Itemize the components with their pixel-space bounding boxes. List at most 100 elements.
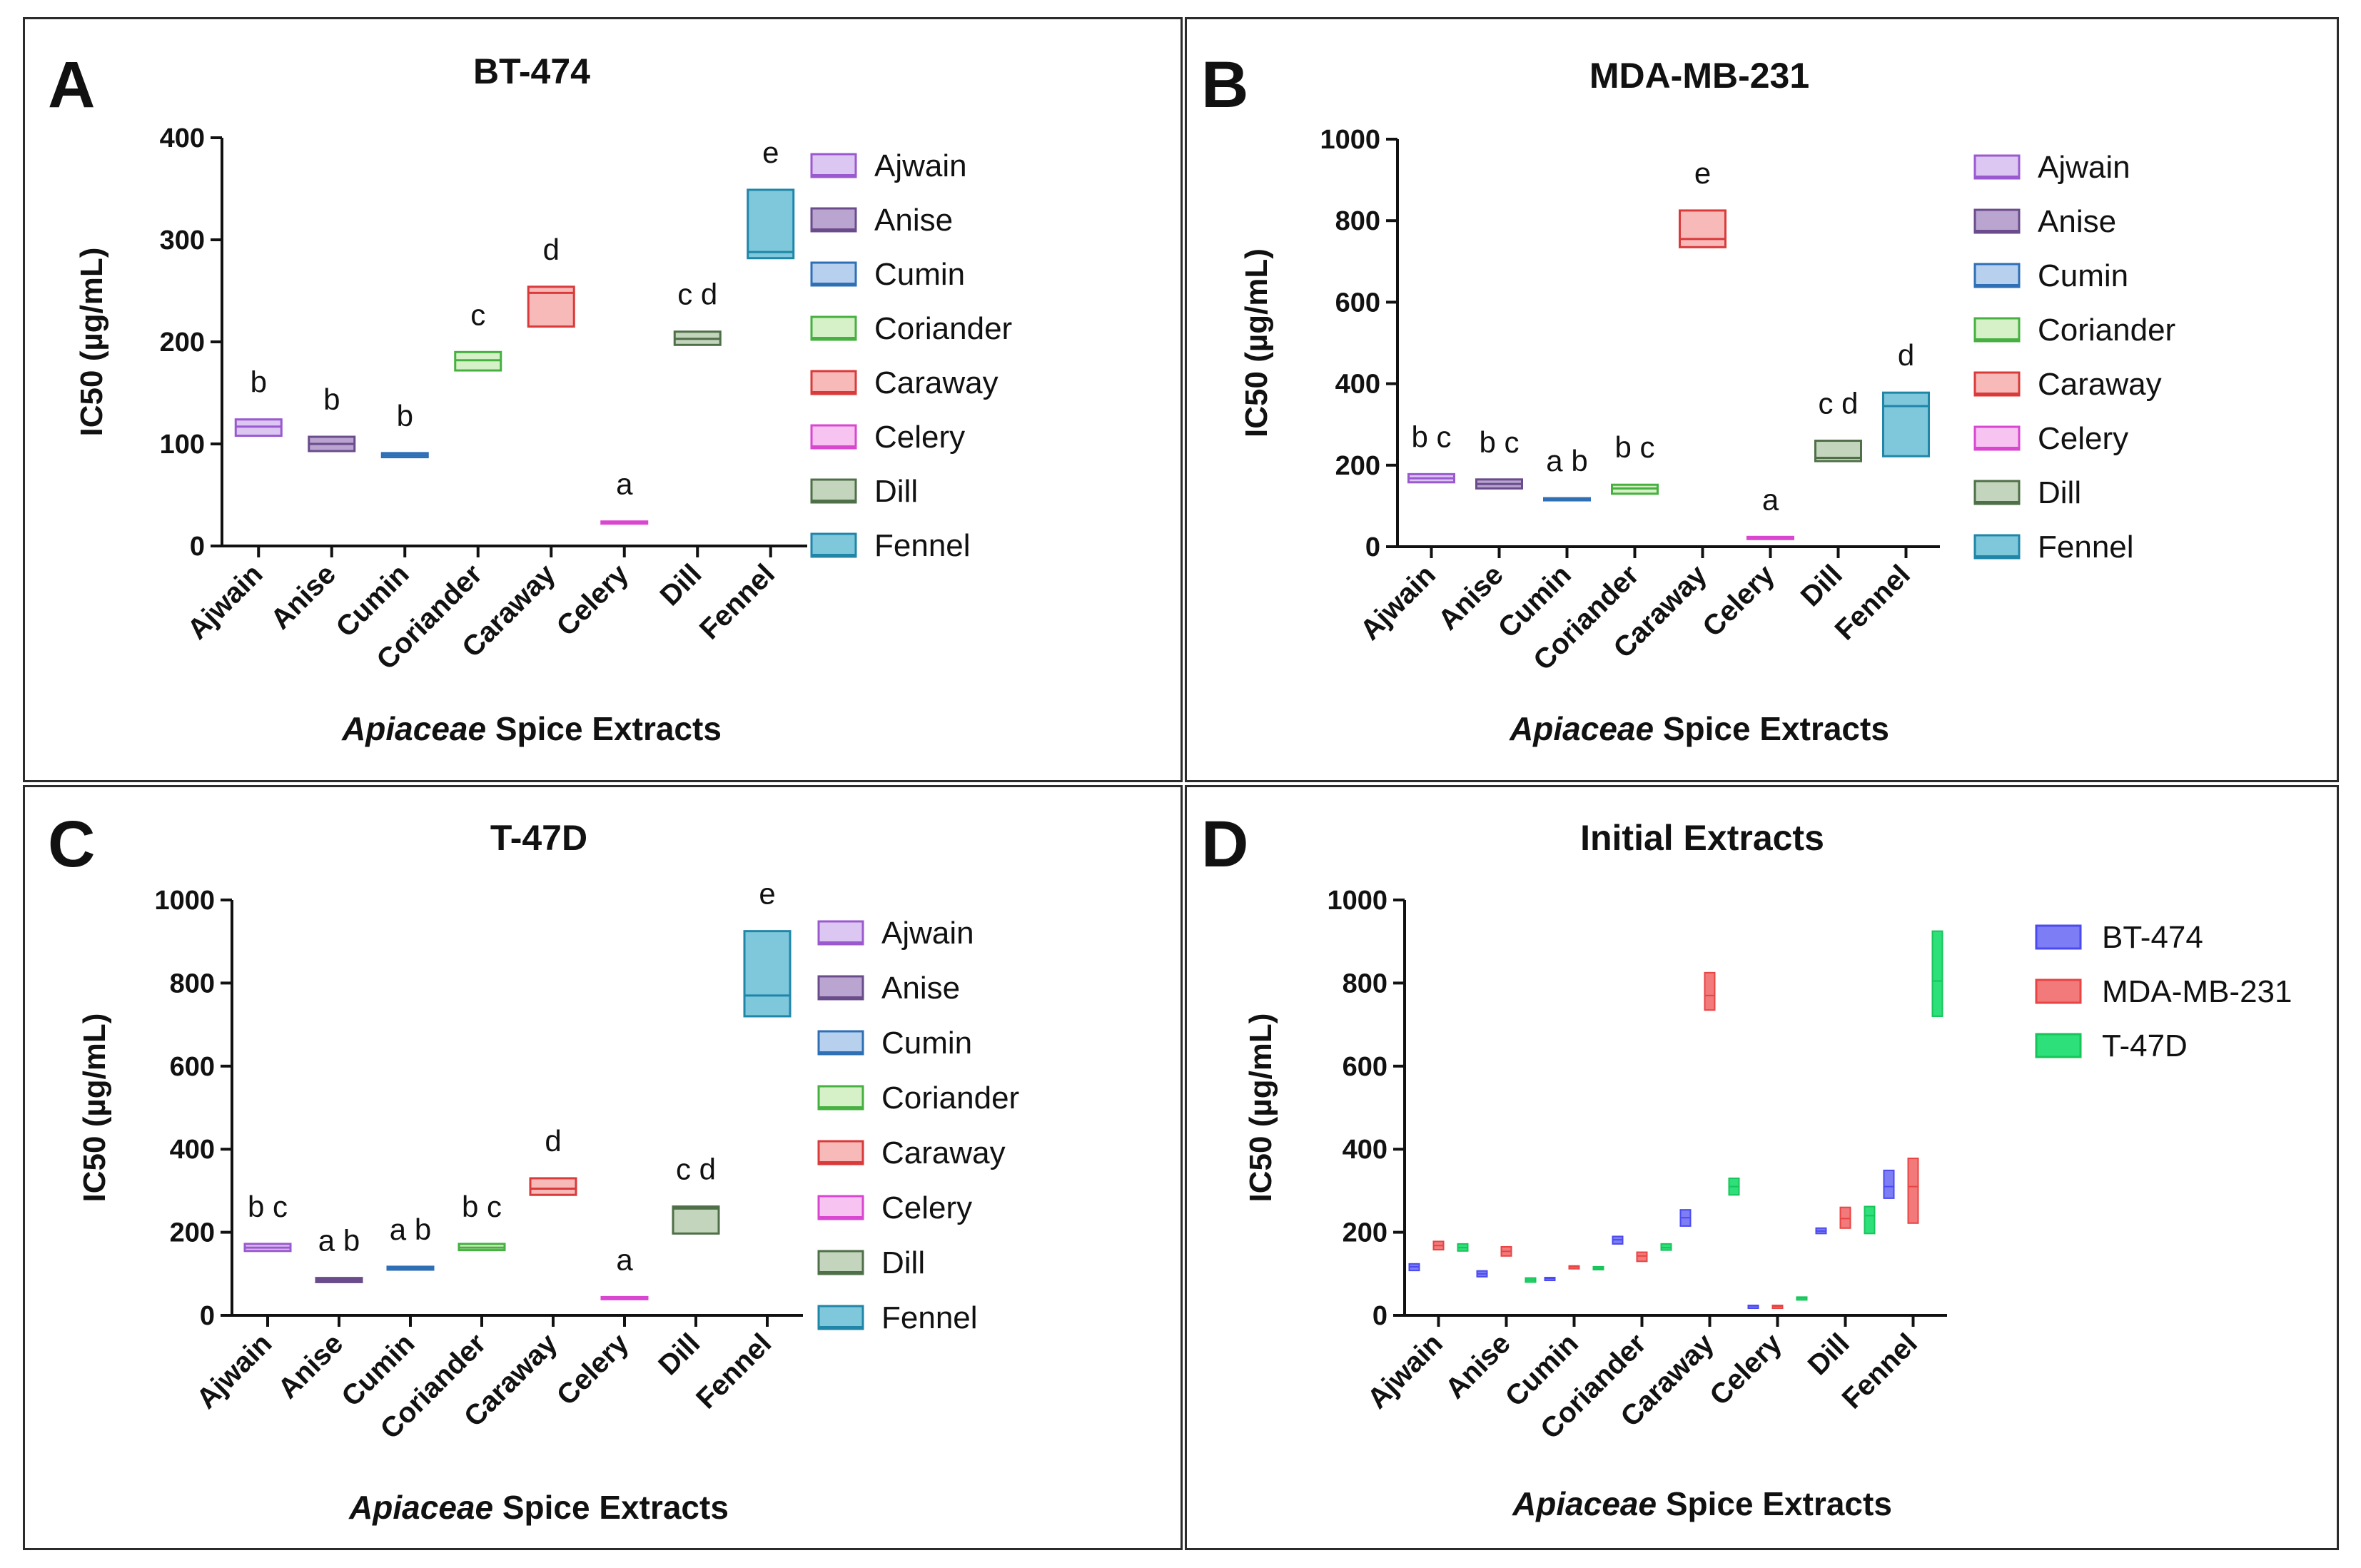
x-axis-label: Apiaceae Spice Extracts [1509, 710, 1889, 747]
bar-caraway [1679, 209, 1726, 248]
bar-coriander-mda-mb-231 [1636, 1251, 1648, 1263]
x-tick-label: Ajwain [191, 1327, 278, 1415]
bar-dill-t-47d [1864, 1205, 1876, 1235]
bar-dill [672, 1205, 720, 1235]
legend-swatch [817, 1250, 864, 1275]
legend-swatch [2035, 1033, 2082, 1058]
significance-label: c d [1818, 387, 1858, 420]
legend-label: Dill [874, 474, 918, 509]
x-axis-label-italic: Apiaceae [348, 1489, 493, 1526]
y-tick-label: 0 [190, 532, 205, 562]
x-tick-label: Dill [654, 558, 707, 612]
y-axis-label: IC50 (µg/mL) [1239, 248, 1274, 437]
y-tick-label: 800 [1335, 206, 1380, 236]
bar-fennel [747, 188, 795, 260]
bar-fennel-t-47d [1931, 930, 1943, 1017]
y-axis-label: IC50 (µg/mL) [77, 1013, 112, 1203]
legend-swatch [1973, 263, 2021, 288]
y-tick-label: 800 [170, 968, 215, 998]
legend-label: Caraway [874, 365, 999, 400]
legend-swatch [810, 153, 857, 178]
significance-label: b [251, 365, 267, 399]
significance-label: d [545, 1124, 561, 1158]
significance-label: a [616, 1243, 633, 1276]
legend-swatch [817, 1195, 864, 1220]
legend-label: Fennel [2038, 530, 2134, 565]
x-axis-label: Apiaceae Spice Extracts [341, 710, 722, 747]
legend-swatch [1973, 208, 2021, 234]
x-axis-label-rest: Spice Extracts [493, 1489, 729, 1526]
x-axis-label: Apiaceae Spice Extracts [1512, 1485, 1892, 1522]
x-tick-label: Dill [1795, 559, 1849, 612]
legend-label: Ajwain [881, 916, 974, 951]
x-axis-label-rest: Spice Extracts [486, 710, 722, 747]
legend-label: MDA-MB-231 [2102, 974, 2292, 1009]
y-tick-label: 400 [1335, 370, 1380, 400]
bar-fennel [743, 930, 792, 1018]
legend-label: T-47D [2102, 1028, 2188, 1063]
panel-a: A BT-474 0 100 200 300 400 IC50 (µg/mL) Ajwain A… [23, 17, 1183, 782]
y-tick-label: 200 [160, 328, 205, 358]
significance-label: b c [1411, 420, 1451, 453]
y-tick-label: 600 [170, 1052, 215, 1082]
y-axis-label: IC50 (µg/mL) [74, 248, 109, 437]
x-tick-label: Ajwain [1355, 559, 1442, 646]
bar-dill-mda-mb-231 [1839, 1206, 1851, 1229]
legend-label: Cumin [2038, 258, 2128, 293]
x-tick-label: Celery [1704, 1327, 1788, 1412]
chart-title: BT-474 [473, 51, 590, 91]
legend-swatch [817, 1085, 864, 1111]
chart-c: T-47D 0 200 400 600 800 1000 IC50 (µg/mL) Ajwain… [77, 818, 1019, 1526]
x-axis-label-italic: Apiaceae [341, 710, 486, 747]
x-axis-label: Apiaceae Spice Extracts [348, 1489, 729, 1526]
x-tick-label: Celery [551, 558, 635, 642]
legend-swatch [817, 1140, 864, 1165]
x-axis-label-italic: Apiaceae [1509, 710, 1654, 747]
legend-label: Ajwain [874, 148, 967, 183]
chart-b: MDA-MB-231 0 200 400 600 800 1000 IC50 (µg/mL) A… [1239, 56, 2175, 747]
y-tick-label: 400 [160, 123, 205, 153]
y-tick-label: 100 [160, 430, 205, 460]
legend-swatch [817, 1030, 864, 1056]
legend-label: Coriander [874, 311, 1012, 346]
y-tick-label: 1000 [154, 886, 215, 916]
chart-title: MDA-MB-231 [1589, 56, 1809, 96]
legend-swatch [810, 424, 857, 450]
x-tick-label: Celery [1697, 559, 1781, 643]
legend-label: Celery [874, 420, 965, 455]
x-axis-label-italic: Apiaceae [1512, 1485, 1657, 1522]
legend-swatch [1973, 154, 2021, 180]
legend-label: Coriander [881, 1081, 1019, 1116]
legend-swatch [1973, 534, 2021, 560]
x-tick-label: Anise [265, 558, 342, 635]
legend-swatch [1973, 371, 2021, 397]
y-tick-label: 400 [1343, 1135, 1387, 1165]
chart-title: Initial Extracts [1580, 818, 1824, 858]
x-axis-label-rest: Spice Extracts [1654, 710, 1889, 747]
significance-label: e [762, 136, 779, 169]
legend-swatch [1973, 425, 2021, 451]
significance-label: b c [1479, 425, 1519, 459]
legend-swatch [810, 315, 857, 341]
bar-caraway-mda-mb-231 [1704, 971, 1716, 1011]
legend-swatch [810, 261, 857, 287]
y-tick-label: 300 [160, 226, 205, 256]
legend-swatch [810, 370, 857, 395]
bar-caraway [529, 1177, 577, 1196]
panel-letter-c: C [48, 808, 96, 881]
significance-label: c [470, 298, 485, 331]
significance-label: a [616, 467, 633, 501]
legend-label: Coriander [2038, 313, 2175, 348]
legend-label: Fennel [874, 528, 971, 563]
significance-label: e [759, 877, 775, 911]
x-tick-label: Celery [551, 1327, 635, 1412]
legend-label: Anise [874, 203, 953, 238]
significance-label: b [323, 383, 340, 416]
x-tick-label: Ajwain [1362, 1327, 1449, 1415]
legend-label: Fennel [881, 1300, 978, 1335]
legend-swatch [810, 478, 857, 504]
y-tick-label: 1000 [1320, 125, 1380, 155]
panel-letter-d: D [1201, 808, 1249, 881]
legend-swatch [817, 920, 864, 946]
bar-fennel-mda-mb-231 [1907, 1158, 1919, 1224]
